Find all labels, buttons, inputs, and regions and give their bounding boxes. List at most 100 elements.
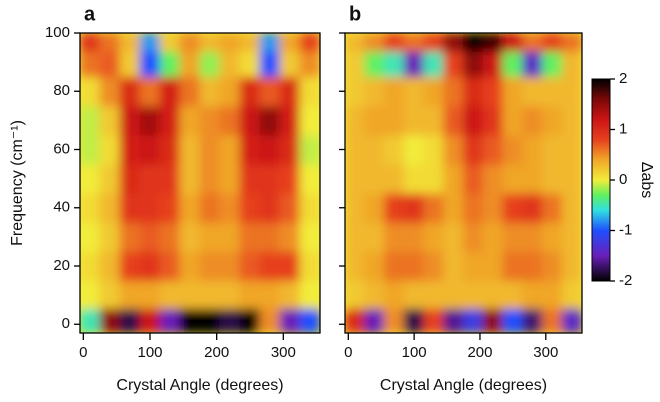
heatmap-cell (259, 50, 281, 78)
heatmap-cell (299, 163, 320, 194)
y-tick-label: 100 (45, 24, 70, 41)
heatmap-cell (80, 105, 101, 136)
heatmap-cell (423, 307, 445, 333)
x-tick-label: 100 (402, 344, 427, 361)
heatmap-cell (219, 50, 241, 78)
heatmap-cell (542, 307, 563, 333)
heatmap-cell (119, 221, 141, 252)
y-axis-title: Frequency (cm⁻¹) (9, 120, 26, 246)
heatmap-cell (239, 192, 261, 223)
heatmap-cell (199, 163, 221, 194)
heatmap-cell (403, 76, 425, 107)
heatmap-cell (259, 105, 281, 136)
heatmap-cell (159, 50, 181, 78)
heatmap-cell (159, 76, 181, 107)
heatmap-cell (522, 250, 543, 282)
heatmap-cell (259, 280, 281, 309)
heatmap-cell (561, 250, 582, 282)
colorbar-tick-label: -2 (619, 272, 632, 289)
heatmap-cell (443, 192, 464, 223)
heatmap-cell (279, 280, 301, 309)
x-tick-label: 200 (204, 344, 229, 361)
heatmap-cell (299, 307, 320, 333)
heatmap-cell (199, 105, 221, 136)
heatmap-cell (542, 33, 563, 52)
heatmap-cell (463, 307, 484, 333)
heatmap-cell (219, 307, 241, 333)
heatmap-cell (119, 307, 141, 333)
heatmap-cell (159, 307, 181, 333)
heatmap-cell (259, 192, 281, 223)
heatmap-cell (561, 76, 582, 107)
heatmap-cell (179, 307, 201, 333)
heatmap-cell (179, 250, 201, 282)
heatmap-cell (99, 163, 121, 194)
heatmap-cell (99, 50, 121, 78)
heatmap-cell (199, 192, 221, 223)
heatmap-cell (279, 134, 301, 165)
heatmap-cell (219, 163, 241, 194)
heatmap-cell (443, 307, 464, 333)
heatmap-cell (279, 105, 301, 136)
heatmap-cell (219, 192, 241, 223)
heatmap-cell (384, 105, 405, 136)
heatmap-cell (502, 76, 524, 107)
heatmap-cell (463, 50, 484, 78)
heatmap-cell (345, 163, 366, 194)
x-axis-title: Crystal Angle (degrees) (380, 377, 547, 394)
x-tick-label: 0 (344, 344, 352, 361)
colorbar-tick-label: 0 (619, 171, 627, 188)
heatmap-cell (403, 221, 425, 252)
heatmap-cell (443, 163, 464, 194)
heatmap-cell (279, 33, 301, 52)
heatmap-cell (384, 250, 405, 282)
heatmap-cell (199, 307, 221, 333)
heatmap-cell (403, 33, 425, 52)
heatmap-cell (80, 33, 101, 52)
y-tick-label: 80 (53, 82, 70, 99)
heatmap-cell (299, 192, 320, 223)
heatmap-cell (99, 105, 121, 136)
heatmap-cell (139, 76, 161, 107)
heatmap-cell (99, 307, 121, 333)
x-tick-label: 300 (271, 344, 296, 361)
heatmap-cell (384, 192, 405, 223)
heatmap-cell (345, 221, 366, 252)
heatmap-cell (259, 163, 281, 194)
y-tick-label: 60 (53, 140, 70, 157)
heatmap-cell (364, 163, 385, 194)
heatmap-cell (99, 192, 121, 223)
heatmap-cell (463, 192, 484, 223)
heatmap-cell (502, 134, 524, 165)
heatmap-cell (259, 250, 281, 282)
heatmap-cell (522, 307, 543, 333)
heatmap-cell (179, 192, 201, 223)
heatmap-cell (463, 280, 484, 309)
heatmap-cell (522, 105, 543, 136)
heatmap-cell (219, 33, 241, 52)
heatmap-cell (219, 221, 241, 252)
heatmap-cell (119, 76, 141, 107)
heatmap-cell (482, 105, 504, 136)
heatmap-cell (403, 163, 425, 194)
heatmap-cell (522, 163, 543, 194)
heatmap-cell (463, 105, 484, 136)
heatmap-cell (502, 192, 524, 223)
heatmap-cell (403, 307, 425, 333)
heatmap-cell (199, 221, 221, 252)
heatmap-cell (502, 250, 524, 282)
heatmap-cell (139, 163, 161, 194)
heatmap-cell (403, 105, 425, 136)
heatmap-cell (443, 134, 464, 165)
heatmap-cell (179, 134, 201, 165)
heatmap-cell (119, 134, 141, 165)
heatmap-cell (384, 76, 405, 107)
heatmap-cell (139, 280, 161, 309)
heatmap-cell (139, 250, 161, 282)
x-tick-label: 300 (533, 344, 558, 361)
heatmap-cell (423, 76, 445, 107)
heatmap-cell (99, 280, 121, 309)
heatmap-cell (561, 280, 582, 309)
heatmap-cell (199, 250, 221, 282)
